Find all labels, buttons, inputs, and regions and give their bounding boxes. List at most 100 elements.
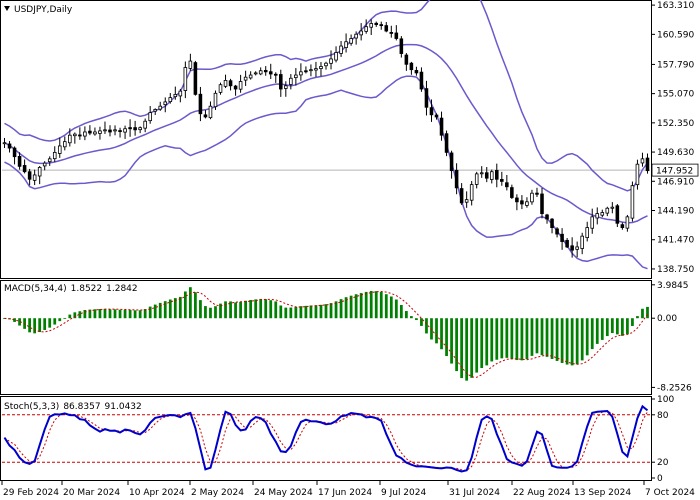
macd-bar (294, 306, 298, 319)
candle-body (2, 142, 7, 145)
macd-bar (43, 318, 47, 331)
time-axis: 29 Feb 2024 20 Mar 2024 10 Apr 2024 2 May 2… (1, 481, 695, 498)
candle-body (419, 71, 424, 90)
candle-body (324, 62, 328, 67)
candle-body (615, 205, 620, 224)
chart-title: USDJPY,Daily (14, 5, 73, 15)
macd-bar (63, 317, 67, 319)
candle-body (279, 74, 283, 90)
macd-bar (204, 306, 207, 319)
macd-bar (495, 318, 499, 360)
candle-body (444, 133, 449, 153)
candle-body (575, 246, 579, 250)
candle-body (27, 171, 32, 180)
macd-tick-label: -8.2526 (657, 383, 692, 393)
macd-bar (334, 301, 338, 319)
candle-body (449, 152, 454, 172)
candle-body (610, 206, 615, 209)
candle-body (525, 201, 529, 206)
macd-bar (595, 318, 599, 344)
candle-body (439, 117, 444, 136)
macd-title: MACD(5,34,4) 1.8522 1.2842 (4, 284, 138, 294)
candle-body (379, 24, 384, 27)
macd-bar (249, 299, 253, 319)
macd-bar (585, 318, 589, 356)
stoch-reading-main: 86.8357 (63, 402, 100, 412)
macd-bar (83, 309, 87, 319)
stoch-tick-label: 100 (657, 395, 674, 405)
candle-body (173, 93, 178, 98)
macd-bar (88, 309, 92, 319)
candle-body (128, 127, 132, 130)
macd-bar (470, 318, 474, 378)
price-plot (2, 0, 650, 270)
macd-bar (555, 318, 559, 361)
macd-bar (158, 302, 162, 319)
candle-body (273, 73, 278, 76)
macd-bar (264, 299, 268, 319)
macd-bar (98, 309, 102, 319)
candle-body (309, 69, 313, 72)
macd-bar (73, 312, 77, 319)
triangle-down-icon[interactable] (4, 6, 10, 11)
candle-body (389, 32, 394, 34)
candle-body (42, 162, 47, 167)
candle-body (464, 199, 469, 203)
bollinger-lower-band (4, 75, 648, 270)
macd-bar (525, 318, 529, 360)
macd-bar (425, 318, 428, 334)
macd-bar (219, 303, 222, 319)
macd-bar (450, 318, 453, 364)
candle-body (515, 197, 519, 203)
macd-bar (455, 318, 458, 372)
price-tick-label: 141.470 (657, 236, 694, 246)
candle-body (68, 134, 72, 144)
time-tick-label: 17 Jun 2024 (318, 488, 372, 498)
candle-body (489, 171, 494, 180)
candle-body (565, 239, 569, 248)
time-tick-label: 22 Aug 2024 (513, 488, 571, 498)
macd-bar (384, 294, 388, 319)
macd-bar (143, 309, 147, 319)
candle-body (359, 30, 363, 36)
macd-bar (53, 318, 57, 325)
macd-bar (13, 318, 16, 322)
candle-body (334, 52, 338, 61)
candle-body (32, 174, 37, 181)
macd-bar (269, 300, 273, 319)
macd-bar (435, 318, 438, 344)
candle-body (635, 163, 640, 186)
macd-bar (445, 318, 448, 357)
candle-body (183, 67, 188, 91)
stoch-main-line (3, 404, 649, 473)
candle-body (148, 112, 152, 122)
candle-body (620, 224, 625, 228)
macd-bar (399, 305, 403, 319)
macd-bar (274, 301, 278, 319)
macd-bar (28, 318, 32, 333)
candle-body (500, 179, 504, 182)
candle-body (510, 187, 514, 198)
candle-body (143, 120, 147, 129)
macd-bar (389, 296, 393, 319)
macd-plot (3, 287, 649, 381)
macd-bar (379, 292, 383, 319)
macd-reading-signal: 1.2842 (106, 284, 138, 294)
candle-body (253, 72, 258, 75)
candle-body (98, 130, 102, 134)
candle-body (474, 173, 479, 185)
candle-body (540, 193, 544, 215)
macd-bar (510, 318, 514, 360)
macd-bar (615, 318, 619, 335)
candle-body (138, 127, 142, 131)
candle-body (479, 172, 484, 175)
candle-body (590, 216, 595, 229)
candle-body (73, 133, 77, 137)
candle-body (248, 74, 253, 79)
macd-bar (349, 295, 353, 319)
candle-body (339, 45, 343, 54)
candle-body (585, 227, 589, 238)
stoch-reading-signal: 91.0432 (105, 402, 142, 412)
price-tick-label: 155.070 (657, 90, 694, 100)
stoch-title: Stoch(5,3,3) 86.8357 91.0432 (4, 402, 142, 412)
